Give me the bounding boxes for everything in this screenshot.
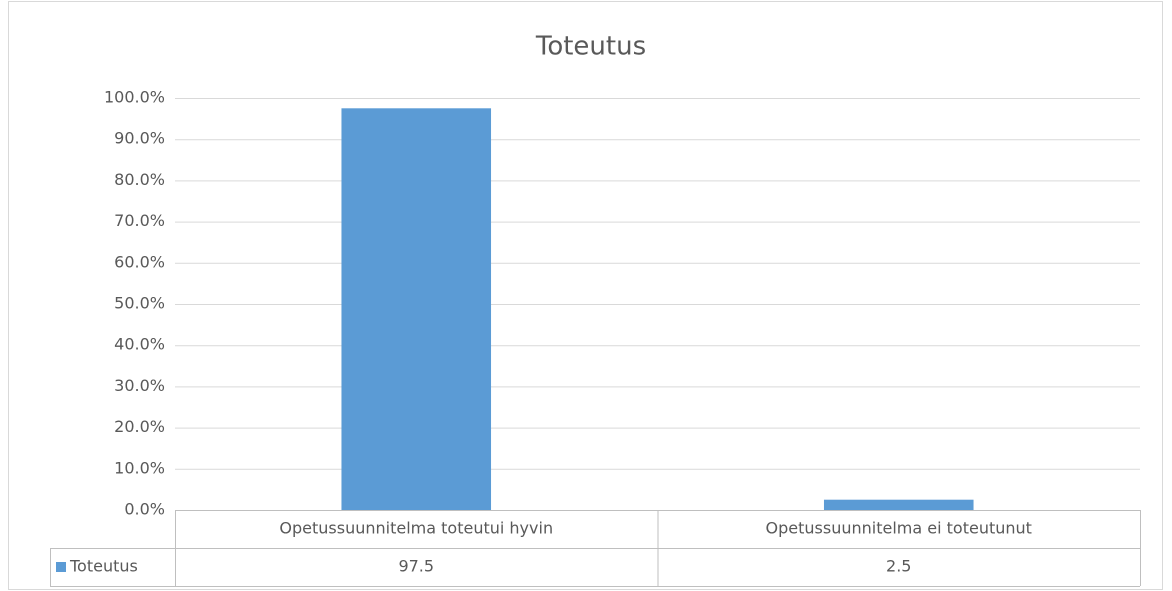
table-value: 97.5: [398, 557, 434, 576]
y-tick-label: 100.0%: [104, 88, 165, 107]
legend-label: Toteutus: [69, 557, 138, 576]
y-tick-label: 10.0%: [114, 458, 165, 477]
x-tick-label: Opetussuunnitelma ei toteutunut: [766, 519, 1032, 538]
bar: [823, 499, 974, 510]
y-tick-label: 20.0%: [114, 417, 165, 436]
y-tick-label: 70.0%: [114, 211, 165, 230]
y-tick-label: 50.0%: [114, 294, 165, 313]
table-value: 2.5: [886, 557, 911, 576]
chart-frame: [8, 1, 1163, 590]
legend-swatch: [56, 562, 66, 572]
y-tick-label: 80.0%: [114, 170, 165, 189]
bar: [341, 108, 492, 511]
x-tick-label: Opetussuunnitelma toteutui hyvin: [279, 519, 553, 538]
y-tick-label: 40.0%: [114, 335, 165, 354]
y-tick-label: 60.0%: [114, 252, 165, 271]
y-tick-label: 90.0%: [114, 129, 165, 148]
chart-title: Toteutus: [535, 32, 646, 62]
y-tick-label: 0.0%: [124, 500, 165, 519]
y-tick-label: 30.0%: [114, 376, 165, 395]
